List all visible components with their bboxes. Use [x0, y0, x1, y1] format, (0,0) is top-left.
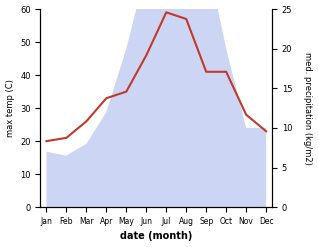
Y-axis label: max temp (C): max temp (C) [5, 79, 15, 137]
Y-axis label: med. precipitation (kg/m2): med. precipitation (kg/m2) [303, 52, 313, 165]
X-axis label: date (month): date (month) [120, 231, 192, 242]
